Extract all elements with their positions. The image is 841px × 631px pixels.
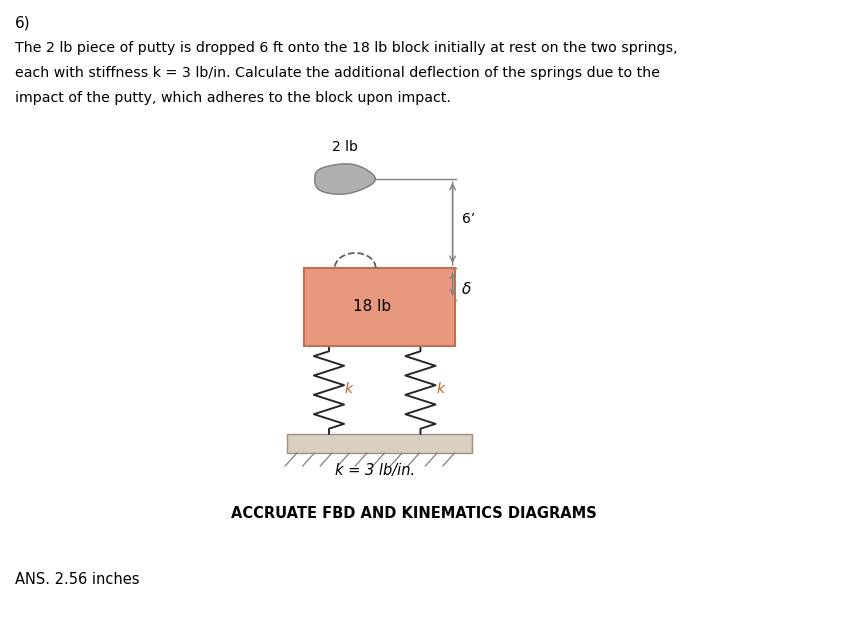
- Text: k = 3 lb/in.: k = 3 lb/in.: [335, 463, 415, 478]
- Text: ANS. 2.56 inches: ANS. 2.56 inches: [14, 572, 139, 586]
- Text: 2 lb: 2 lb: [331, 140, 357, 154]
- Text: ACCRUATE FBD AND KINEMATICS DIAGRAMS: ACCRUATE FBD AND KINEMATICS DIAGRAMS: [230, 505, 596, 521]
- Bar: [287, 434, 472, 453]
- Text: The 2 lb piece of putty is dropped 6 ft onto the 18 lb block initially at rest o: The 2 lb piece of putty is dropped 6 ft …: [14, 41, 677, 55]
- Text: 18 lb: 18 lb: [352, 300, 391, 314]
- Text: each with stiffness k = 3 lb/in. Calculate the additional deflection of the spri: each with stiffness k = 3 lb/in. Calcula…: [14, 66, 659, 80]
- Text: δ: δ: [463, 283, 472, 297]
- Bar: [304, 268, 456, 346]
- Polygon shape: [315, 164, 375, 194]
- Text: 6): 6): [14, 16, 30, 31]
- Text: k: k: [436, 382, 444, 396]
- Text: impact of the putty, which adheres to the block upon impact.: impact of the putty, which adheres to th…: [14, 91, 451, 105]
- Text: k: k: [345, 382, 352, 396]
- Text: 6’: 6’: [463, 211, 475, 225]
